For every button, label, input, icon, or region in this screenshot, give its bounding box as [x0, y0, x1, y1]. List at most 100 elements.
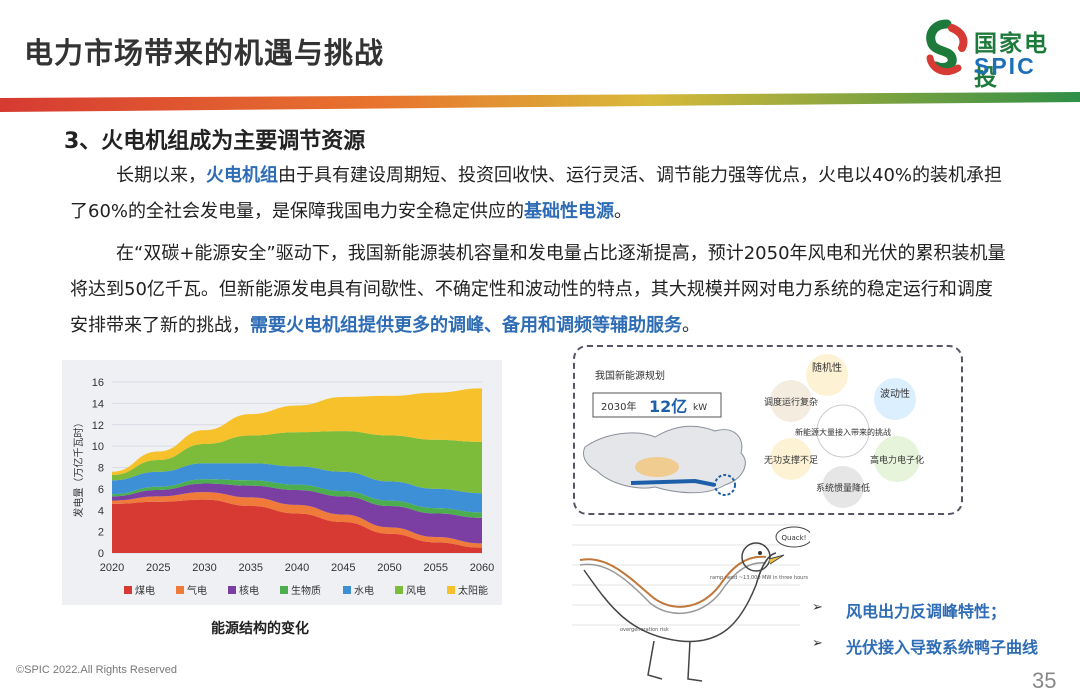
legend-label-5: 风电 [406, 584, 426, 597]
spic-logo: 国家电投 SPIC [922, 18, 1072, 91]
bubble-3-label: 高电力电子化 [870, 454, 924, 466]
y-tick-label: 6 [98, 484, 104, 496]
area-series-4 [112, 463, 482, 513]
legend-swatch-1 [176, 586, 184, 594]
bubble-5-label: 无功支撑不足 [764, 454, 818, 466]
speech-text: Quack! [782, 534, 807, 542]
x-tick-label: 2050 [377, 562, 401, 574]
x-tick-label: 2025 [146, 562, 170, 574]
y-tick-label: 16 [92, 377, 104, 389]
duck-head-icon [741, 542, 771, 572]
bullet-arrow-icon: ➢ [812, 636, 823, 651]
renewable-plan-diagram: 我国新能源规划 2030年 12亿 kW 随机性 波动性 高电力电子化 系统惯量… [573, 345, 963, 515]
legend-swatch-5 [395, 586, 403, 594]
paragraph-2: 在“双碳+能源安全”驱动下，我国新能源装机容量和发电量占比逐渐提高，预计2050… [70, 236, 1010, 344]
x-tick-label: 2040 [285, 562, 309, 574]
bubble-randomness [806, 354, 848, 396]
bubble-6-label: 调度运行复杂 [764, 396, 818, 408]
y-tick-label: 8 [98, 463, 104, 475]
duck-curve-svg: Quack! ramp need ~13,000 MW in three hou… [572, 524, 813, 682]
p2-text-2: 。 [682, 315, 700, 336]
y-tick-label: 2 [98, 527, 104, 539]
area-series-5 [112, 431, 482, 494]
legend-label-1: 气电 [187, 584, 207, 597]
bubble-1-label: 随机性 [812, 361, 842, 374]
header-banner [0, 92, 1080, 112]
renewable-plan-svg: 我国新能源规划 2030年 12亿 kW 随机性 波动性 高电力电子化 系统惯量… [583, 354, 924, 508]
bubble-inertia [822, 466, 864, 508]
logo-cn-text: 国家电投 [974, 31, 1049, 91]
legend-swatch-4 [343, 586, 351, 594]
duck-legs-icon [647, 640, 703, 682]
plan-box [592, 392, 722, 418]
duck-grid [572, 524, 800, 626]
y-tick-label: 14 [92, 398, 104, 410]
bubble-volatility [874, 378, 916, 420]
y-axis-label: 发电量（万亿千瓦时） [72, 418, 85, 518]
legend-label-3: 生物质 [291, 584, 321, 597]
p1-text-2: 由于具有建设周期短、投资回收快、运行灵活、调节能力强等优点，火电以40%的装机承… [70, 165, 1003, 222]
energy-structure-chart: 0 2 4 6 8 10 12 14 16 2020 2025 2030 2035 2040 2045 205… [62, 360, 502, 605]
x-tick-label: 2020 [100, 562, 124, 574]
x-tick-label: 2060 [470, 562, 494, 574]
plan-unit: kW [693, 403, 707, 413]
paragraph-1: 长期以来，火电机组由于具有建设周期短、投资回收快、运行灵活、调节能力强等优点，火… [70, 158, 1010, 230]
region-circle-icon [714, 474, 736, 496]
center-challenge-circle [816, 404, 870, 458]
bubble-reactive [770, 438, 812, 480]
y-tick-label: 4 [98, 505, 104, 517]
p1-highlight-2: 基础性电源 [524, 201, 615, 222]
overgeneration-label: overgeneration risk [620, 627, 669, 633]
area-series-0 [112, 499, 482, 553]
area-series-6 [112, 388, 482, 475]
legend-label-0: 煤电 [135, 584, 155, 597]
y-tick-label: 12 [92, 420, 104, 432]
y-tick-label: 0 [98, 548, 104, 560]
spic-logo-icon [926, 19, 968, 76]
duck-eye-icon [758, 551, 762, 555]
x-tick-label: 2035 [239, 562, 263, 574]
map-highlight-region [635, 457, 679, 477]
y-tick-label: 10 [92, 441, 104, 453]
legend-swatch-0 [124, 586, 132, 594]
ramp-label: ramp need ~13,000 MW in three hours [710, 575, 808, 581]
duck-beak-icon [768, 554, 785, 565]
duck-curve-line-2 [579, 562, 767, 615]
p1-text-3: 。 [614, 201, 633, 222]
legend-label-4: 水电 [354, 584, 374, 597]
x-tick-label: 2055 [424, 562, 448, 574]
energy-chart-svg: 0 2 4 6 8 10 12 14 16 2020 2025 2030 2035 2040 2045 205… [62, 360, 502, 605]
bullet-text-2: 光伏接入导致系统鸭子曲线 [846, 638, 1039, 657]
p1-text-1: 长期以来， [116, 165, 206, 186]
transmission-line-icon [630, 478, 716, 487]
p2-text-1: 在“双碳+能源安全”驱动下，我国新能源装机容量和发电量占比逐渐提高，预计2050… [70, 243, 1006, 336]
duck-curve-illustration: Quack! ramp need ~13,000 MW in three hou… [560, 515, 813, 695]
bubble-dispatch [770, 380, 812, 422]
area-series-3 [112, 479, 482, 518]
x-tick-label: 2030 [192, 562, 216, 574]
bullet-text-1: 风电出力反调峰特性； [846, 602, 1007, 621]
p1-highlight-1: 火电机组 [206, 165, 278, 186]
center-challenge-label: 新能源大量接入带来的挑战 [795, 427, 891, 437]
bubble-4-label: 系统惯量降低 [816, 482, 870, 494]
duck-curve-line [579, 555, 767, 608]
plan-prefix: 2030年 [601, 400, 636, 413]
page-number: 35 [1032, 668, 1057, 693]
area-series-2 [112, 483, 482, 544]
legend-swatch-3 [280, 586, 288, 594]
legend-swatch-2 [228, 586, 236, 594]
chart-caption: 能源结构的变化 [211, 621, 309, 637]
copyright-text: ©SPIC 2022.All Rights Reserved [16, 664, 177, 676]
map-title: 我国新能源规划 [595, 369, 665, 382]
bubble-power-electronics [874, 436, 920, 482]
plan-value: 12亿 [649, 397, 687, 416]
x-tick-label: 2045 [331, 562, 355, 574]
bullet-arrow-icon: ➢ [812, 600, 823, 615]
legend-label-6: 太阳能 [458, 584, 488, 597]
bubble-2-label: 波动性 [880, 387, 910, 400]
section-title: 3、火电机组成为主要调节资源 [64, 129, 366, 154]
slide-title: 电力市场带来的机遇与挑战 [24, 36, 385, 70]
legend-label-2: 核电 [239, 584, 259, 597]
legend-swatch-6 [447, 586, 455, 594]
p2-highlight-1: 需要火电机组提供更多的调峰、备用和调频等辅助服务 [250, 315, 682, 336]
